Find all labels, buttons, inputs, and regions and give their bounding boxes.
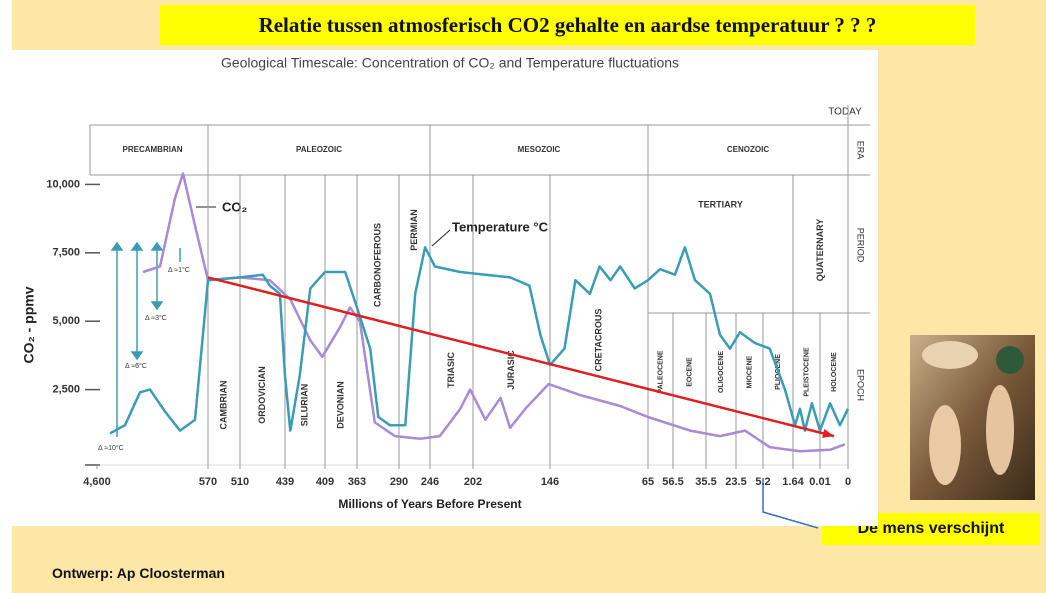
y-tick-label: 10,000 [46, 178, 80, 190]
y-tick-label: 5,000 [52, 315, 80, 327]
y-tick-label: 7,500 [52, 247, 80, 259]
period-label: DEVONIAN [335, 381, 345, 429]
x-tick-label: 570 [199, 476, 217, 488]
era-label: CENOZOIC [727, 145, 769, 154]
row-label: PERIOD [856, 228, 866, 263]
chart-title: Geological Timescale: Concentration of C… [221, 55, 679, 71]
painting [910, 335, 1035, 500]
period-label: CRETACROUS [593, 309, 603, 372]
delta-label: Δ ≈1°C [168, 266, 190, 274]
chart: Geological Timescale: Concentration of C… [0, 0, 1046, 593]
era-label: PRECAMBRIAN [123, 145, 183, 154]
period-label: CARBONOFEROUS [372, 223, 382, 307]
x-tick-label: 439 [276, 476, 294, 488]
epoch-label: HOLOCENE [831, 352, 838, 392]
era-label: MESOZOIC [518, 145, 561, 154]
y-tick-label: 2,500 [52, 384, 80, 396]
epoch-label: OLIGOCENE [718, 351, 725, 393]
today-label: TODAY [828, 107, 862, 118]
x-axis-title: Millions of Years Before Present [338, 497, 521, 511]
period-label: TRIASIC [446, 351, 456, 388]
chart-background [12, 50, 878, 526]
epoch-label: EOCENE [686, 357, 693, 387]
epoch-label: MIOCENE [746, 355, 753, 388]
period-label: CAMBRIAN [218, 381, 228, 430]
x-tick-label: 5.2 [755, 476, 770, 488]
delta-label: Δ ≈6°C [125, 362, 147, 370]
x-tick-label: 363 [348, 476, 366, 488]
delta-label: Δ ≈3°C [145, 314, 167, 322]
x-tick-label: 56.5 [662, 476, 683, 488]
x-tick-label: 65 [642, 476, 654, 488]
x-tick-label: 1.64 [782, 476, 804, 488]
x-tick-label: 23.5 [725, 476, 746, 488]
temperature-annotation: Temperature °C [452, 219, 549, 234]
period-label: ORDOVICIAN [257, 366, 267, 424]
period-label: QUATERNARY [815, 219, 825, 282]
y-axis-title: CO₂ - ppmv [21, 286, 37, 363]
period-label: TERTIARY [698, 199, 743, 209]
x-tick-label: 0.01 [809, 476, 830, 488]
x-tick-label: 146 [541, 476, 559, 488]
co2-annotation: CO₂ [222, 199, 248, 214]
epoch-label: PALEOCENE [657, 350, 664, 393]
x-tick-label: 35.5 [695, 476, 716, 488]
x-tick-label: 246 [421, 476, 439, 488]
epoch-label: PLEISTOCENE [803, 347, 810, 397]
x-tick-label: 510 [231, 476, 249, 488]
delta-label: Δ ≈10°C [98, 444, 124, 452]
x-tick-label: 202 [464, 476, 482, 488]
period-label: PERMIAN [409, 209, 419, 251]
x-tick-label: 290 [390, 476, 408, 488]
period-label: SILURIAN [299, 384, 309, 427]
x-tick-label: 0 [845, 476, 851, 488]
row-label: EPOCH [856, 369, 866, 401]
row-label: ERA [856, 141, 866, 160]
x-tick-label: 4,600 [83, 476, 111, 488]
era-label: PALEOZOIC [296, 145, 342, 154]
x-tick-label: 409 [316, 476, 334, 488]
slide: Relatie tussen atmosferisch CO2 gehalte … [0, 0, 1046, 593]
